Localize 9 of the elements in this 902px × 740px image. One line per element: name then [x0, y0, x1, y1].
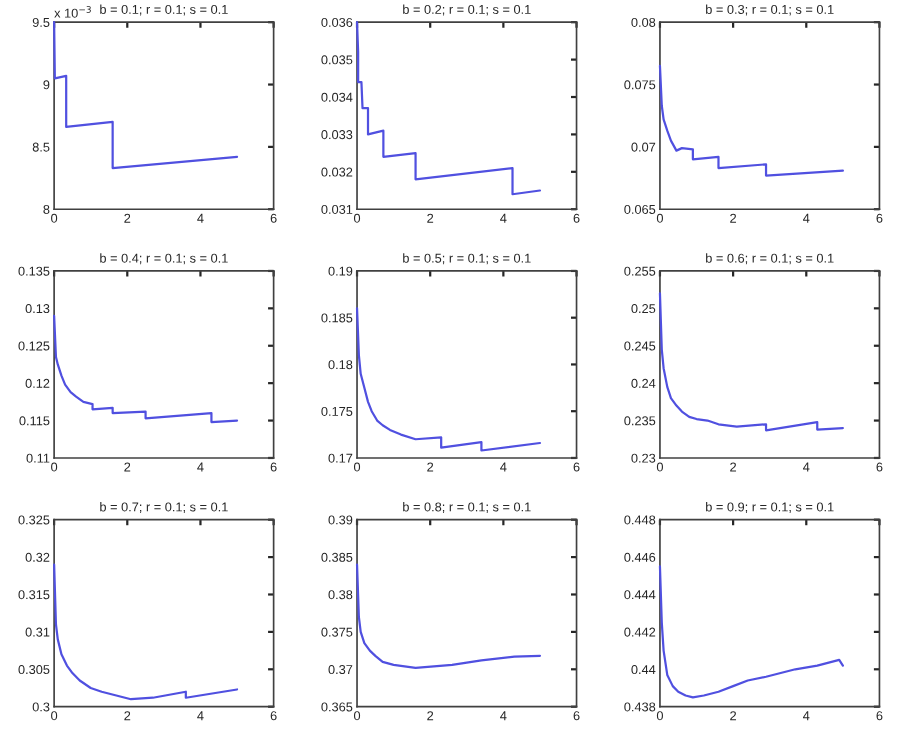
- line-series: [355, 563, 542, 669]
- line-series: [658, 64, 844, 177]
- line-series: [355, 307, 542, 452]
- line-series: [658, 292, 844, 432]
- line-series: [53, 21, 239, 170]
- line-series: [53, 563, 239, 701]
- line-series: [658, 565, 844, 699]
- line-series: [53, 314, 239, 424]
- line-series: [355, 21, 542, 196]
